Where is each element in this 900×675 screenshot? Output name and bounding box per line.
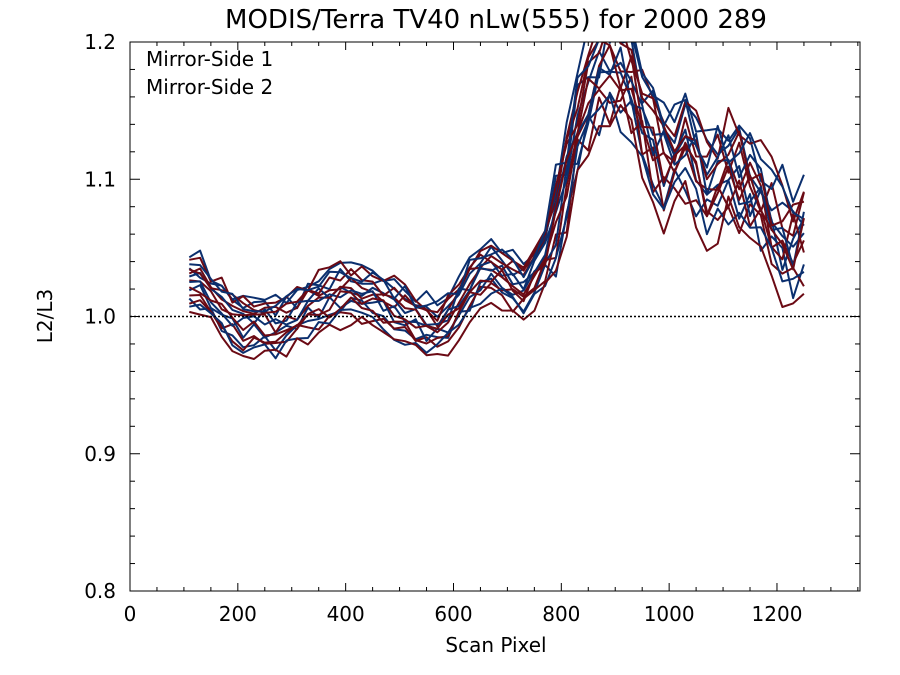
y-tick-label: 1.0 [84,305,116,329]
y-tick-label: 1.1 [84,167,116,191]
x-tick-label: 800 [542,602,580,626]
axis-layer: 0 200 400 600 800 1000 1200 0.8 0.9 1.0 1.1 1.2 [84,30,860,626]
series-line-mirror-side-2 [188,42,805,322]
series-line-mirror-side-2 [189,44,805,334]
series-line-mirror-side-1 [188,50,805,326]
series-line-mirror-side-2 [188,74,805,337]
y-tick-label: 1.2 [84,30,116,54]
x-tick-label: 600 [434,602,472,626]
series-line-mirror-side-1 [189,46,805,330]
series-layer [188,42,805,360]
x-tick-label: 0 [124,602,137,626]
series-line-mirror-side-1 [189,42,805,313]
x-tick-label: 400 [327,602,365,626]
x-axis-label: Scan Pixel [445,633,546,657]
y-tick-label: 0.9 [84,442,116,466]
legend-entry-mirror-side-2: Mirror-Side 2 [146,75,273,99]
series-line-mirror-side-2 [188,42,805,328]
y-axis-label: L2/L3 [33,289,57,343]
series-line-mirror-side-1 [189,94,805,360]
y-tick-label: 0.8 [84,579,116,603]
x-tick-label: 1200 [752,602,803,626]
series-line-mirror-side-1 [188,42,805,307]
legend: Mirror-Side 1 Mirror-Side 2 [146,47,273,99]
chart-title: MODIS/Terra TV40 nLw(555) for 2000 289 [225,5,767,35]
series-line-mirror-side-2 [189,104,805,360]
x-tick-label: 1000 [644,602,695,626]
x-tick-label: 200 [219,602,257,626]
legend-entry-mirror-side-1: Mirror-Side 1 [146,47,273,71]
